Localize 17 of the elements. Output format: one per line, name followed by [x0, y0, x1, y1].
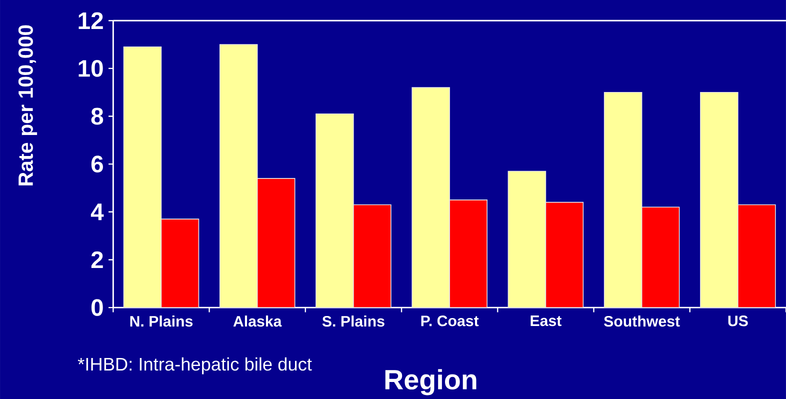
y-tick-label: 0	[92, 299, 103, 316]
y-tick-label: 2	[91, 251, 103, 268]
x-tick-label: P. Coast	[421, 315, 479, 326]
x-tick-label: N. Plains	[130, 315, 193, 327]
y-tick-label: 6	[91, 156, 103, 172]
x-axis-title: Region	[385, 369, 476, 396]
x-tick-label: Southwest	[604, 315, 680, 327]
x-tick-label: S. Plains	[322, 315, 384, 327]
y-tick-label: 4	[90, 204, 104, 220]
x-tick-label: East	[530, 316, 562, 326]
y-tick-label: 12	[78, 12, 103, 29]
x-tick-label: Alaska	[233, 315, 282, 327]
y-axis-title: Rate per 100,000	[18, 25, 38, 186]
x-tick-label: US	[728, 315, 748, 326]
y-tick-label: 10	[78, 60, 103, 77]
y-tick-label: 8	[91, 108, 104, 125]
text: *IHBD: Intra-hepatic bile duct	[78, 357, 312, 374]
